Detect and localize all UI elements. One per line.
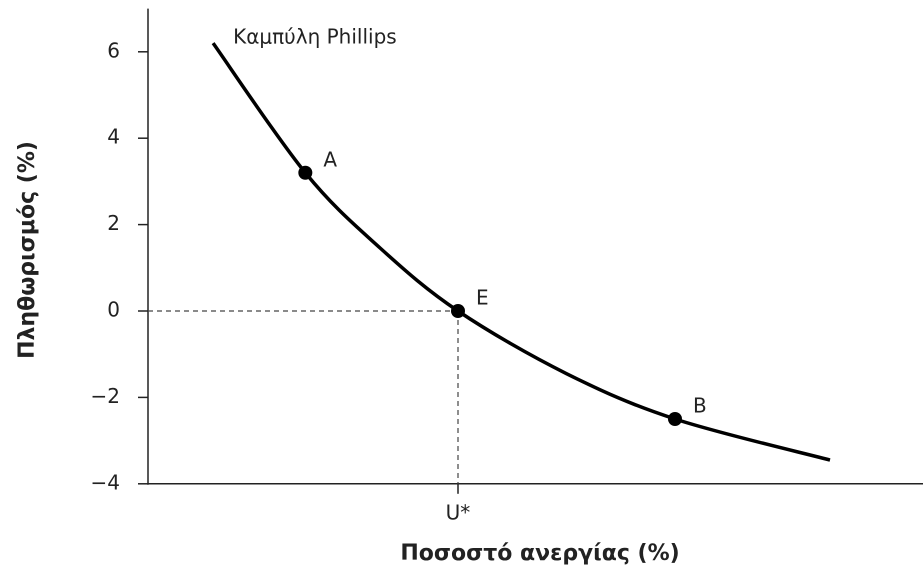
y-axis-label: Πληθωρισμός (%) (15, 141, 40, 359)
y-tick-label: 4 (107, 125, 120, 149)
y-tick-label: −4 (91, 470, 120, 494)
y-tick-label: 0 (107, 298, 120, 322)
point-label: B (693, 394, 707, 418)
curve (211, 42, 831, 462)
y-tick-label: 2 (107, 211, 120, 235)
point (298, 165, 313, 180)
curve-label: Καμπύλη Phillips (233, 25, 397, 49)
point-label: E (476, 286, 489, 310)
point (668, 412, 682, 426)
y-tick-label: −2 (91, 384, 120, 408)
point-label: A (323, 147, 337, 171)
x-axis-label: Ποσοστό ανεργίας (%) (400, 541, 679, 566)
x-tick-label: U* (446, 500, 471, 524)
y-tick-label: 6 (107, 38, 120, 62)
point (451, 304, 465, 318)
